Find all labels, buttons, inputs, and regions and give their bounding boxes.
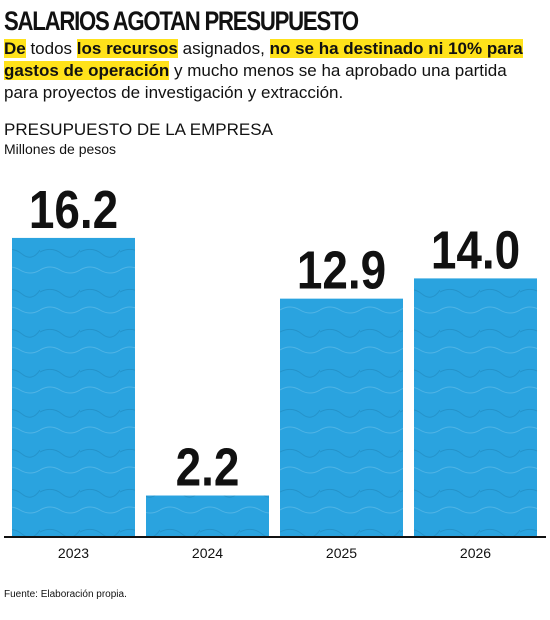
subtitle: De todos los recursos asignados, no se h…	[4, 38, 544, 104]
subtitle-text: todos	[25, 39, 77, 58]
title: SALARIOS AGOTAN PRESUPUESTO	[4, 6, 359, 36]
subtitle-text: y mucho menos se ha aprobado una partida…	[4, 61, 507, 102]
chart-title: PRESUPUESTO DE LA EMPRESA	[4, 120, 273, 139]
unit-label: Millones de pesos	[4, 141, 117, 157]
value-label: 12.9	[297, 240, 386, 300]
bar-texture	[280, 298, 403, 536]
x-tick-label: 2024	[192, 545, 223, 561]
bar-texture	[414, 278, 537, 536]
x-tick-label: 2025	[326, 545, 357, 561]
subtitle-text: asignados,	[177, 39, 270, 58]
x-tick-label: 2026	[460, 545, 491, 561]
bar-texture	[146, 495, 269, 536]
value-label: 2.2	[176, 437, 240, 497]
value-label: 14.0	[431, 220, 520, 280]
source: Fuente: Elaboración propia.	[4, 589, 127, 600]
bar-texture	[12, 237, 135, 537]
value-label: 16.2	[29, 179, 118, 239]
subtitle-highlight: los recursos	[76, 39, 178, 58]
x-tick-label: 2023	[58, 545, 89, 561]
subtitle-highlight: De	[4, 39, 26, 58]
